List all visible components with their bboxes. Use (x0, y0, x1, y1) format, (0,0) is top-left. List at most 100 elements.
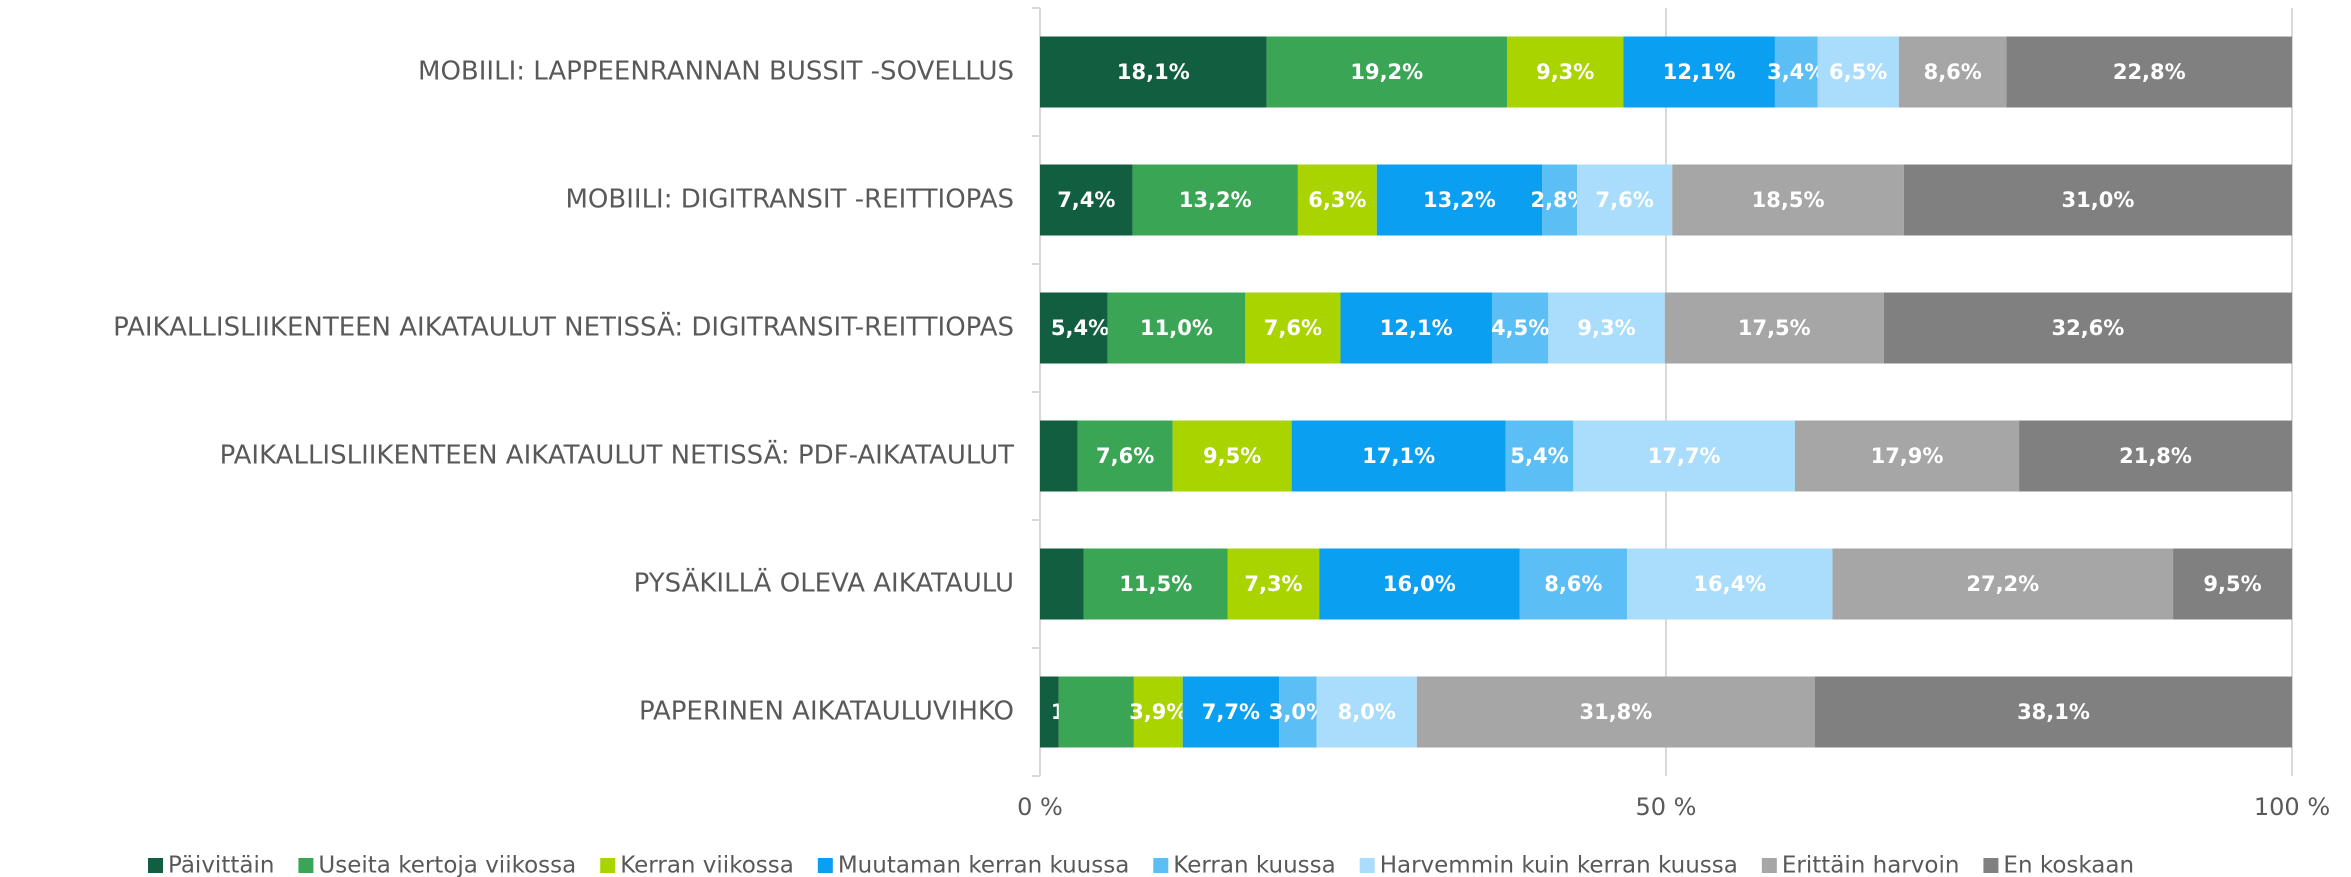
data-label: 6,5% (1829, 60, 1887, 84)
legend-label: Päivittäin (168, 853, 274, 877)
bar-segment (2019, 420, 2292, 492)
bar-segment (1040, 548, 1084, 620)
y-tick-label: MOBIILI: LAPPEENRANNAN BUSSIT -SOVELLUS (418, 57, 1014, 87)
bar-segment (1519, 548, 1628, 620)
data-label: 17,5% (1738, 316, 1811, 340)
bar-segment (1297, 164, 1377, 236)
bar-segment (1898, 36, 2007, 108)
bar-segment (1266, 36, 1507, 108)
bar-segment (1664, 292, 1884, 364)
bar-segment (1040, 420, 1078, 492)
bar-segment (1316, 676, 1417, 748)
data-label: 11,5% (1119, 572, 1192, 596)
data-label: 22,8% (2113, 60, 2186, 84)
bar-segment (1627, 548, 1833, 620)
data-label: 21,8% (2119, 444, 2192, 468)
bar-segment (1376, 164, 1543, 236)
y-tick-label: PAIKALLISLIIKENTEEN AIKATAULUT NETISSÄ: … (113, 311, 1014, 343)
data-label: 11,0% (1140, 316, 1213, 340)
legend-swatch (1761, 858, 1777, 873)
legend-label: Harvemmin kuin kerran kuussa (1380, 853, 1738, 877)
bar-segment (1340, 292, 1492, 364)
bar-segment (1245, 292, 1341, 364)
bar-segment (1083, 548, 1228, 620)
data-label: 38,1% (2017, 700, 2090, 724)
bar-segment (1227, 548, 1320, 620)
bar-segment (1182, 676, 1280, 748)
data-label: 9,5% (2203, 572, 2261, 596)
data-label: 7,3% (1244, 572, 1302, 596)
data-label: 13,2% (1423, 188, 1496, 212)
bar-segment (1107, 292, 1246, 364)
bar-segment (2006, 36, 2292, 108)
data-label: 19,2% (1350, 60, 1423, 84)
legend-swatch (817, 858, 833, 873)
y-tick-label: PAPERINEN AIKATAULUVIHKO (639, 697, 1014, 727)
legend-label: Muutaman kerran kuussa (838, 853, 1129, 877)
y-tick-label: PAIKALLISLIIKENTEEN AIKATAULUT NETISSÄ: … (220, 439, 1015, 471)
bar-segment (1416, 676, 1815, 748)
bar-segment (1794, 420, 2020, 492)
bar-segment (1672, 164, 1904, 236)
data-label: 7,6% (1596, 188, 1654, 212)
legend-swatch (148, 858, 163, 873)
bar-segment (1291, 420, 1506, 492)
data-label: 12,1% (1663, 60, 1736, 84)
data-label: 5,4% (1510, 444, 1568, 468)
data-label: 13,2% (1179, 188, 1252, 212)
data-label: 8,6% (1544, 572, 1602, 596)
bar-segment (1817, 36, 1899, 108)
data-label: 17,9% (1871, 444, 1944, 468)
data-label: 7,4% (1057, 188, 1115, 212)
bar-segment (1058, 676, 1134, 748)
bar-segment (1132, 164, 1298, 236)
data-label: 7,6% (1264, 316, 1322, 340)
data-label: 5,4% (1051, 316, 1109, 340)
bar-segment (1903, 164, 2292, 236)
bar-segment (1279, 676, 1317, 748)
legend-swatch (1153, 858, 1169, 873)
data-label: 16,4% (1693, 572, 1766, 596)
legend-swatch (600, 858, 616, 873)
legend-swatch (298, 858, 314, 873)
data-label: 31,8% (1579, 700, 1652, 724)
legend-label: En koskaan (2003, 853, 2134, 877)
bar-segment (1040, 164, 1133, 236)
data-label: 16,0% (1383, 572, 1456, 596)
data-label: 7,7% (1202, 700, 1260, 724)
bar-segment (1172, 420, 1292, 492)
bar-segment (1814, 676, 2292, 748)
legend-label: Kerran viikossa (620, 853, 794, 877)
data-label: 17,1% (1362, 444, 1435, 468)
legend-label: Useita kertoja viikossa (318, 853, 576, 877)
x-tick-label: 100 % (2254, 793, 2330, 821)
bar-segment (1505, 420, 1574, 492)
data-label: 9,5% (1203, 444, 1261, 468)
data-label: 9,3% (1577, 316, 1635, 340)
bar-segment (1548, 292, 1665, 364)
data-label: 17,7% (1648, 444, 1721, 468)
legend-label: Erittäin harvoin (1782, 853, 1960, 877)
bar-segment (1577, 164, 1673, 236)
x-tick-label: 0 % (1017, 793, 1063, 821)
x-tick-label: 50 % (1636, 793, 1697, 821)
data-label: 8,0% (1338, 700, 1396, 724)
bar-segment (1623, 36, 1775, 108)
bar-segment (1040, 676, 1059, 748)
data-label: 3,4% (1767, 60, 1825, 84)
data-label: 32,6% (2051, 316, 2124, 340)
data-label: 4,5% (1491, 316, 1549, 340)
data-label: 31,0% (2062, 188, 2135, 212)
bar-segment (1133, 676, 1183, 748)
bar-segment (1506, 36, 1624, 108)
data-label: 7,6% (1096, 444, 1154, 468)
data-label: 6,3% (1308, 188, 1366, 212)
bar-segment (1491, 292, 1549, 364)
y-tick-label: MOBIILI: DIGITRANSIT -REITTIOPAS (566, 185, 1015, 215)
legend-label: Kerran kuussa (1173, 853, 1335, 877)
data-label: 18,1% (1117, 60, 1190, 84)
bar-segment (1542, 164, 1578, 236)
bar-segment (1319, 548, 1520, 620)
bar-segment (1040, 36, 1267, 108)
bar-segment (1832, 548, 2174, 620)
